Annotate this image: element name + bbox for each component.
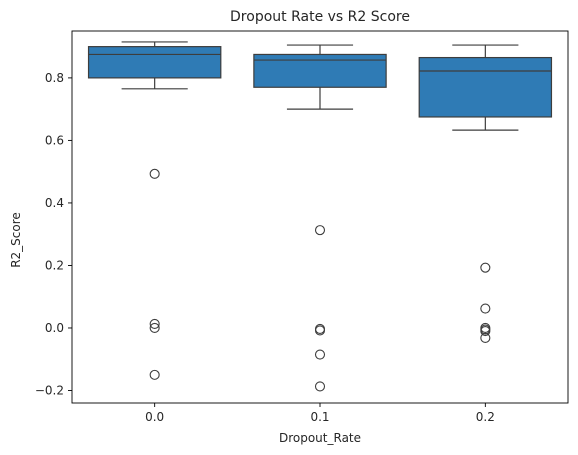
outlier-point bbox=[314, 225, 326, 236]
outlier-point bbox=[480, 326, 491, 337]
box-iqr bbox=[418, 56, 553, 118]
outlier-point bbox=[149, 318, 160, 329]
outlier-point bbox=[149, 322, 160, 334]
x-tick-label: 0.1 bbox=[310, 410, 329, 424]
box-group-0.0 bbox=[87, 41, 222, 380]
box-iqr bbox=[253, 53, 387, 88]
outlier-point bbox=[480, 332, 491, 344]
outlier-point bbox=[149, 168, 160, 179]
x-axis-title: Dropout_Rate bbox=[279, 431, 361, 445]
outlier-point bbox=[314, 381, 326, 392]
outlier-point bbox=[314, 325, 326, 336]
outlier-point bbox=[149, 369, 160, 380]
chart-title: Dropout Rate vs R2 Score bbox=[230, 9, 410, 25]
y-tick-label: 0.0 bbox=[45, 321, 64, 335]
box-group-0.2 bbox=[418, 44, 553, 344]
y-tick-label: 0.2 bbox=[45, 258, 64, 272]
y-axis: −0.2 0.0 0.2 0.4 0.6 0.8 bbox=[35, 71, 72, 397]
y-tick-label: 0.4 bbox=[45, 196, 64, 210]
outlier-point bbox=[480, 262, 491, 273]
box-group-0.1 bbox=[253, 44, 387, 392]
box-iqr bbox=[87, 46, 222, 79]
outlier-point bbox=[314, 349, 326, 360]
x-tick-label: 0.2 bbox=[476, 410, 495, 424]
y-tick-label: 0.8 bbox=[45, 71, 64, 85]
x-axis: 0.0 0.1 0.2 bbox=[145, 403, 495, 424]
plot-area bbox=[71, 30, 569, 404]
x-tick-label: 0.0 bbox=[145, 410, 164, 424]
y-tick-label: −0.2 bbox=[35, 383, 64, 397]
y-axis-title: R2_Score bbox=[9, 212, 23, 268]
outlier-point bbox=[480, 303, 491, 314]
y-tick-label: 0.6 bbox=[45, 133, 64, 147]
